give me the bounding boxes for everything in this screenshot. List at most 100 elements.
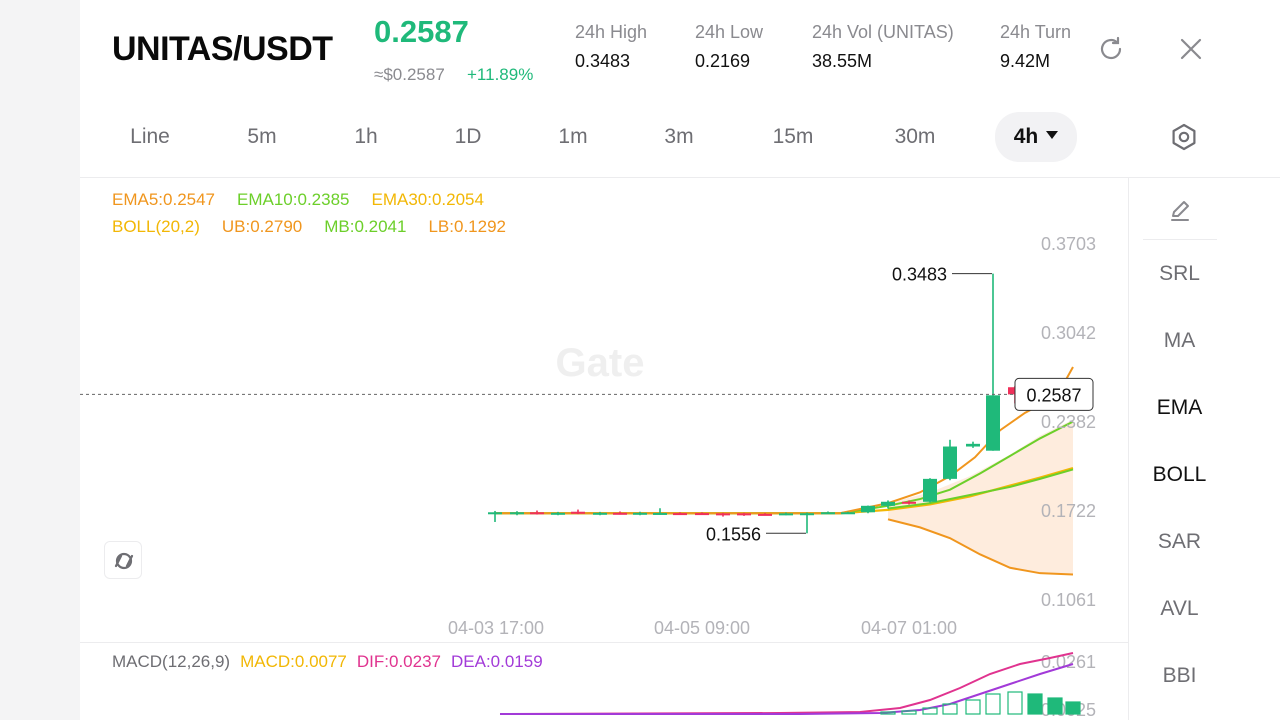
macd-dif-line (499, 652, 1074, 715)
last-price-box (1014, 377, 1094, 411)
stat-24h-volume: 24h Vol (UNITAS) 38.55M (812, 22, 954, 72)
y-tick-label: 0.2382 (1041, 412, 1096, 432)
divider (80, 642, 1128, 643)
pencil-icon[interactable] (1165, 195, 1195, 225)
candle-body-down (695, 513, 709, 516)
legend-ema10: EMA10:0.2385 (237, 190, 350, 209)
candle-body-up (986, 395, 1000, 451)
legend-mb: MB:0.2041 (324, 217, 407, 236)
macd-histogram-bar (965, 699, 981, 715)
last-price-label: 0.2587 (1026, 385, 1081, 405)
tab-1m[interactable]: 1m (558, 125, 588, 148)
indicator-srl[interactable]: SRL (1159, 262, 1200, 285)
stat-24h-low: 24h Low 0.2169 (695, 22, 763, 72)
candle-body-down (613, 512, 627, 515)
legend-ema30: EMA30:0.2054 (371, 190, 484, 209)
stat-24h-high: 24h High 0.3483 (575, 22, 647, 72)
macd-legend: MACD(12,26,9) MACD:0.0077 DIF:0.0237 DEA:0.… (112, 652, 565, 672)
boll-lower-line (887, 518, 1074, 576)
chevron-down-icon (1046, 131, 1059, 140)
divider (1128, 178, 1129, 720)
divider (80, 177, 1280, 178)
candle-body-up (841, 512, 855, 515)
x-tick-label: 04-03 17:00 (448, 618, 544, 638)
stat-value: 9.42M (1000, 51, 1051, 71)
tab-1h[interactable]: 1h (354, 125, 378, 148)
x-tick-label: 04-07 01:00 (861, 618, 957, 638)
legend-ub: UB:0.2790 (221, 217, 303, 236)
legend-macd-title: MACD(12,26,9) (112, 652, 231, 671)
y-tick-label: 0.3042 (1041, 323, 1096, 343)
candle-body-up (800, 513, 814, 516)
legend-macd: MACD:0.0077 (240, 652, 347, 671)
kline-panel: UNITAS/USDT 0.2587 ≈$0.2587 +11.89% 24h … (80, 0, 1280, 720)
candle-body-down (716, 513, 730, 516)
change-percent: +11.89% (467, 65, 534, 84)
boll-band-fill (888, 419, 1073, 575)
stat-label: 24h Turn (1000, 22, 1072, 42)
candle-body-up (923, 478, 937, 502)
candle-body-up (510, 512, 524, 515)
indicator-bbi[interactable]: BBI (1162, 664, 1197, 687)
legend-lb: LB:0.1292 (428, 217, 506, 236)
tab-3m[interactable]: 3m (664, 125, 694, 148)
ema-legend: EMA5:0.2547 EMA10:0.2385 EMA30:0.2054 (112, 190, 506, 210)
candle-body-up (943, 446, 957, 479)
candle-body-down (530, 512, 544, 515)
x-tick-label: 04-05 09:00 (654, 618, 750, 638)
macd-histogram-bar (1065, 701, 1081, 715)
candle-body-up (488, 512, 502, 515)
candle-body-up (551, 512, 565, 515)
candle-body-down (758, 513, 772, 516)
macd-histogram-bar (1027, 693, 1043, 715)
tab-30m[interactable]: 30m (894, 125, 936, 148)
candle-body-up (966, 443, 980, 447)
pair-title: UNITAS/USDT (112, 30, 333, 68)
candle-body-up (881, 501, 895, 506)
macd-histogram-bar (880, 711, 896, 715)
legend-dea: DEA:0.0159 (451, 652, 543, 671)
macd-histogram-bar (1007, 691, 1023, 715)
indicator-ema[interactable]: EMA (1156, 396, 1203, 419)
hexagon-settings-icon[interactable] (1168, 121, 1200, 153)
boll-legend: BOLL(20,2) UB:0.2790 MB:0.2041 LB:0.1292 (112, 217, 528, 237)
candle-body-up (653, 512, 667, 515)
candle-body-up (779, 513, 793, 516)
macd-histogram-bar (901, 710, 917, 715)
chart-toggle-icon[interactable] (104, 541, 142, 579)
legend-dif: DIF:0.0237 (356, 652, 441, 671)
candle-body-up (861, 505, 875, 513)
close-icon[interactable] (1176, 34, 1206, 64)
last-price: 0.2587 (374, 14, 469, 49)
stat-24h-turnover: 24h Turn 9.42M (1000, 22, 1086, 72)
divider (1143, 239, 1217, 240)
candle-body-down (571, 511, 585, 514)
refresh-icon[interactable] (1096, 34, 1126, 64)
stat-label: 24h Low (695, 22, 764, 42)
macd-dea-line (500, 663, 1074, 715)
y-tick-label: 0.1722 (1041, 501, 1096, 521)
tab-15m[interactable]: 15m (772, 125, 814, 148)
watermark: Gate (556, 341, 645, 385)
y-tick-label: 0.3703 (1041, 234, 1096, 254)
kline-chart[interactable]: Gate 0.3703 0.3042 0.2382 0.1722 0.1061 04-03… (80, 178, 1128, 720)
indicator-avl[interactable]: AVL (1160, 597, 1199, 620)
boll-mid-line (887, 468, 1074, 510)
tab-5m[interactable]: 5m (247, 125, 277, 148)
candle-body-up (633, 512, 647, 515)
tab-4h-label: 4h (1013, 125, 1039, 148)
candle-body-down (673, 513, 687, 516)
indicator-ma[interactable]: MA (1163, 329, 1196, 352)
stat-label: 24h High (575, 22, 648, 42)
tab-1d[interactable]: 1D (454, 125, 482, 148)
tab-line[interactable]: Line (130, 125, 170, 148)
macd-histogram-bar (942, 703, 958, 715)
left-rail (0, 0, 80, 720)
candle-body-up (821, 512, 835, 515)
indicator-boll[interactable]: BOLL (1152, 463, 1207, 486)
stat-value: 0.3483 (575, 51, 631, 71)
indicator-sar[interactable]: SAR (1157, 530, 1202, 553)
stat-label: 24h Vol (UNITAS) (812, 22, 954, 42)
high-label: 0.3483 (892, 265, 947, 285)
tab-4h[interactable]: 4h (995, 112, 1077, 162)
